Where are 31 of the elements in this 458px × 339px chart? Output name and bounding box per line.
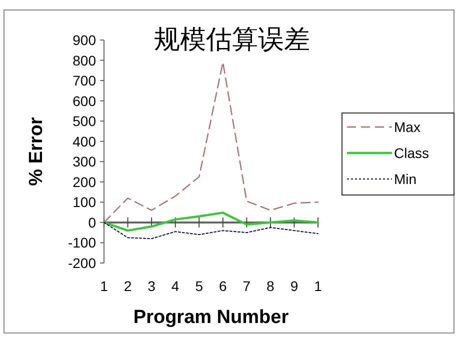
line-series [102, 212, 320, 232]
x-tick-label: 7 [242, 278, 251, 294]
x-tick-label: 2 [124, 278, 132, 294]
x-tick-label: 9 [290, 278, 298, 294]
y-tick-label: 600 [72, 92, 96, 109]
y-tick-label: 400 [72, 133, 96, 150]
legend-label: Max [394, 119, 420, 135]
x-tick-label: 4 [171, 278, 180, 294]
y-tick-label: -100 [68, 234, 96, 251]
line-series [104, 222, 318, 240]
chart-title: 规模估算误差 [154, 25, 310, 54]
y-tick-label: 900 [72, 32, 96, 48]
x-tick-label: 1 [100, 278, 108, 294]
y-tick-label: -200 [68, 255, 96, 271]
x-tick-label: 1 [314, 278, 322, 294]
legend-label: Class [394, 145, 430, 161]
y-tick-label: 700 [72, 72, 96, 89]
x-tick-label: 5 [195, 278, 204, 294]
x-tick-label: 8 [266, 278, 275, 294]
y-axis-title: % Error [26, 116, 47, 186]
y-tick-label: 500 [72, 113, 96, 130]
x-axis-title: Program Number [133, 307, 290, 328]
y-tick-label: 100 [72, 194, 96, 210]
line-series [103, 62, 319, 224]
legend-label: Min [394, 171, 417, 187]
x-tick-label: 6 [218, 278, 227, 294]
y-tick-label: 200 [72, 174, 96, 190]
y-tick-label: 300 [72, 154, 96, 170]
x-tick-label: 3 [148, 278, 156, 294]
y-tick-label: 800 [72, 52, 96, 68]
y-tick-label: 0 [88, 214, 96, 230]
